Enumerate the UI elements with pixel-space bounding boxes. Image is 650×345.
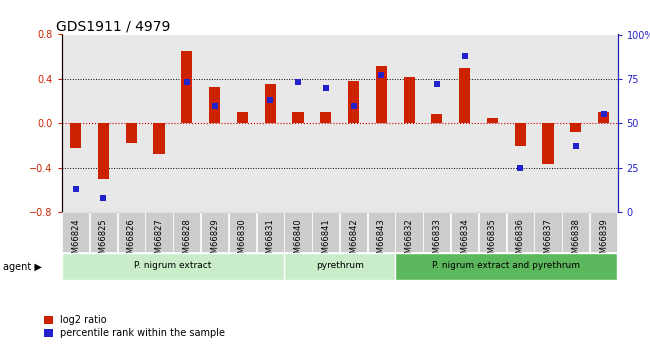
FancyBboxPatch shape xyxy=(534,212,562,252)
FancyBboxPatch shape xyxy=(340,212,367,252)
FancyBboxPatch shape xyxy=(506,212,534,252)
FancyBboxPatch shape xyxy=(451,212,478,252)
Bar xyxy=(570,124,581,132)
Bar xyxy=(432,115,443,124)
Text: GSM66829: GSM66829 xyxy=(210,218,219,264)
Text: GSM66835: GSM66835 xyxy=(488,218,497,264)
FancyBboxPatch shape xyxy=(284,212,311,252)
Text: GSM66825: GSM66825 xyxy=(99,218,108,264)
Text: GSM66827: GSM66827 xyxy=(155,218,164,264)
Text: GSM66828: GSM66828 xyxy=(182,218,191,264)
Text: GSM66840: GSM66840 xyxy=(293,218,302,264)
FancyBboxPatch shape xyxy=(201,212,228,252)
FancyBboxPatch shape xyxy=(368,212,395,252)
Bar xyxy=(459,68,470,124)
Bar xyxy=(515,124,526,146)
Text: GSM66837: GSM66837 xyxy=(543,218,552,264)
Bar xyxy=(70,124,81,148)
Text: GDS1911 / 4979: GDS1911 / 4979 xyxy=(56,19,170,33)
Bar xyxy=(487,118,498,124)
Text: agent ▶: agent ▶ xyxy=(3,262,42,272)
Text: GSM66842: GSM66842 xyxy=(349,218,358,264)
Bar xyxy=(153,124,164,155)
Text: GSM66833: GSM66833 xyxy=(432,218,441,264)
FancyBboxPatch shape xyxy=(118,212,145,252)
FancyBboxPatch shape xyxy=(62,212,89,252)
FancyBboxPatch shape xyxy=(395,212,422,252)
Text: GSM66838: GSM66838 xyxy=(571,218,580,264)
Text: GSM66834: GSM66834 xyxy=(460,218,469,264)
Bar xyxy=(209,87,220,124)
FancyBboxPatch shape xyxy=(146,212,173,252)
Bar xyxy=(543,124,554,165)
FancyBboxPatch shape xyxy=(90,212,117,252)
Text: GSM66839: GSM66839 xyxy=(599,218,608,264)
FancyBboxPatch shape xyxy=(479,212,506,252)
Text: GSM66824: GSM66824 xyxy=(71,218,80,264)
Bar xyxy=(265,85,276,124)
Bar xyxy=(376,66,387,124)
Bar xyxy=(125,124,136,143)
Legend: log2 ratio, percentile rank within the sample: log2 ratio, percentile rank within the s… xyxy=(44,315,226,338)
Bar xyxy=(181,51,192,124)
FancyBboxPatch shape xyxy=(312,212,339,252)
Text: GSM66826: GSM66826 xyxy=(127,218,136,264)
FancyBboxPatch shape xyxy=(173,212,200,252)
Bar xyxy=(98,124,109,179)
Bar xyxy=(237,112,248,124)
FancyBboxPatch shape xyxy=(284,253,395,280)
FancyBboxPatch shape xyxy=(62,253,284,280)
FancyBboxPatch shape xyxy=(395,253,618,280)
FancyBboxPatch shape xyxy=(423,212,450,252)
Text: GSM66831: GSM66831 xyxy=(266,218,275,264)
Text: GSM66832: GSM66832 xyxy=(404,218,413,264)
FancyBboxPatch shape xyxy=(229,212,256,252)
Bar xyxy=(404,77,415,124)
Bar xyxy=(598,112,609,124)
FancyBboxPatch shape xyxy=(562,212,590,252)
Text: GSM66843: GSM66843 xyxy=(377,218,386,264)
Text: GSM66830: GSM66830 xyxy=(238,218,247,264)
Bar xyxy=(320,112,332,124)
Bar xyxy=(292,112,304,124)
FancyBboxPatch shape xyxy=(590,212,618,252)
Text: pyrethrum: pyrethrum xyxy=(316,262,363,270)
Text: P. nigrum extract: P. nigrum extract xyxy=(134,262,212,270)
FancyBboxPatch shape xyxy=(257,212,284,252)
Text: P. nigrum extract and pyrethrum: P. nigrum extract and pyrethrum xyxy=(432,262,580,270)
Text: GSM66841: GSM66841 xyxy=(321,218,330,264)
Bar xyxy=(348,81,359,124)
Text: GSM66836: GSM66836 xyxy=(515,218,525,264)
